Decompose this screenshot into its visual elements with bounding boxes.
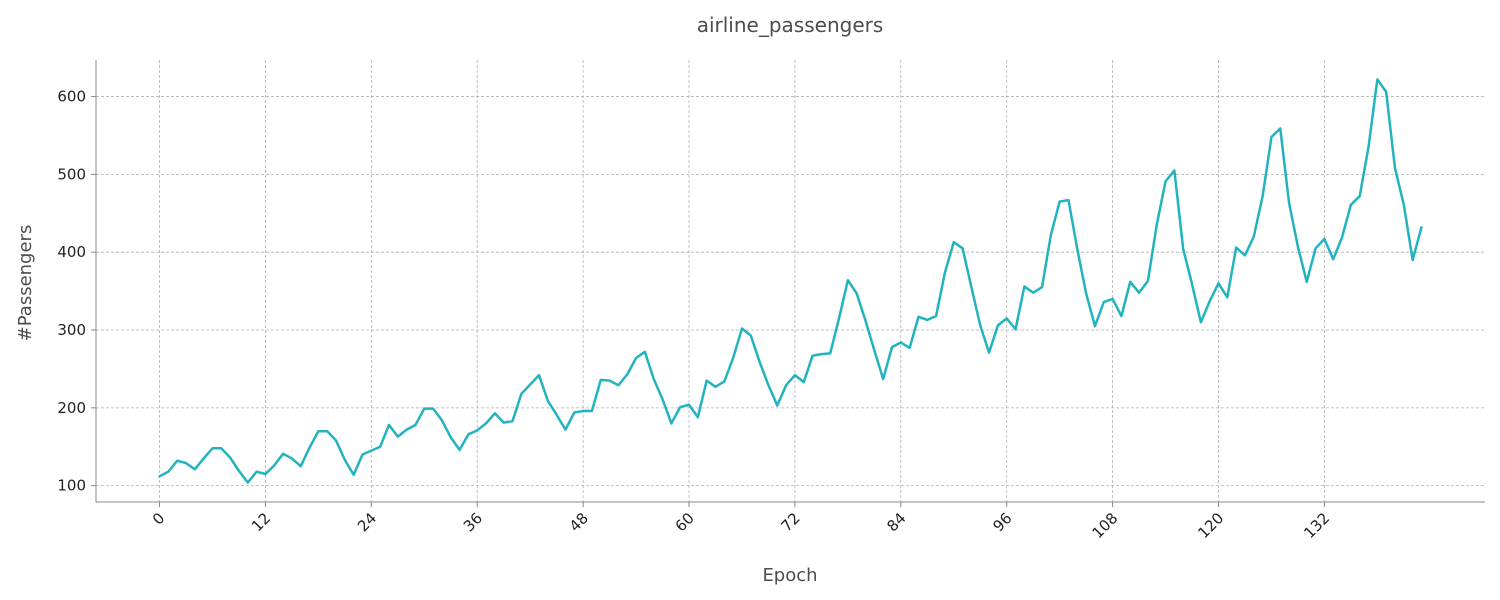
- grid-lines: [96, 60, 1485, 502]
- y-tick-label: 500: [57, 165, 86, 183]
- x-tick-label: 48: [566, 509, 592, 535]
- y-tick-label: 200: [57, 399, 86, 417]
- y-axis-label: #Passengers: [15, 225, 36, 342]
- y-tick-label: 300: [57, 321, 86, 339]
- y-tick-label: 400: [57, 243, 86, 261]
- x-tick-label: 84: [883, 509, 909, 535]
- series-layer: [158, 78, 1423, 484]
- x-tick-label: 0: [149, 509, 168, 528]
- x-tick-label: 108: [1088, 509, 1121, 542]
- series-line: [158, 78, 1423, 484]
- y-tick-label: 100: [57, 477, 86, 495]
- x-tick-label: 36: [460, 509, 486, 535]
- chart-title: airline_passengers: [697, 13, 884, 37]
- x-axis-ticks: 0 12 24 36 48 60 72 84 96 108 120 132: [149, 502, 1333, 542]
- x-tick-label: 132: [1300, 509, 1333, 542]
- axes-spines: [95, 60, 1485, 503]
- x-tick-label: 24: [354, 509, 380, 535]
- y-axis-ticks: 100 200 300 400 500 600: [57, 88, 96, 495]
- x-tick-label: 96: [989, 509, 1015, 535]
- y-tick-label: 600: [57, 88, 86, 106]
- x-tick-label: 72: [778, 509, 804, 535]
- x-tick-label: 120: [1194, 509, 1227, 542]
- x-tick-label: 60: [672, 509, 698, 535]
- x-tick-label: 12: [248, 509, 274, 535]
- x-axis-label: Epoch: [762, 565, 817, 586]
